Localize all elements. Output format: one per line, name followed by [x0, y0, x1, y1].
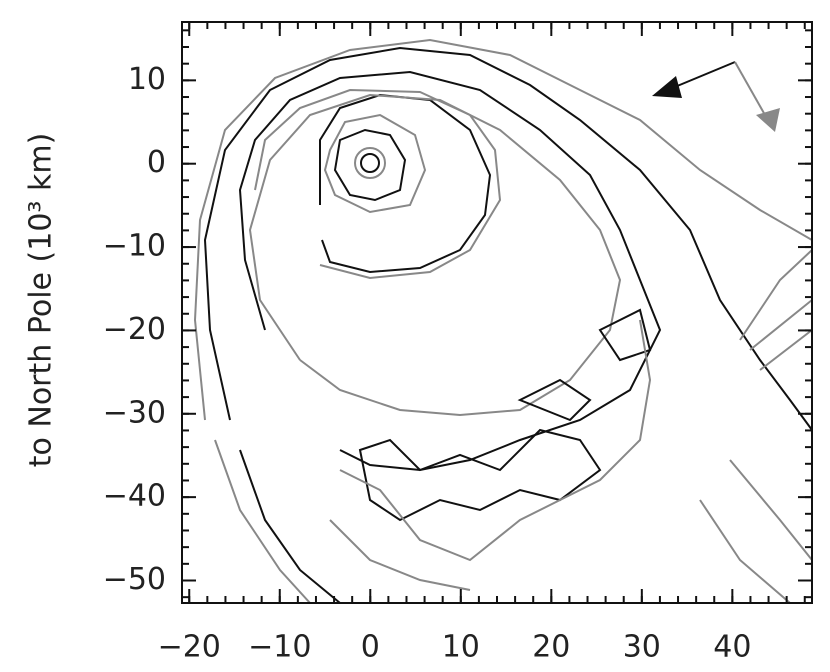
y-axis-label: to North Pole (10³ km)	[24, 133, 59, 468]
contours	[193, 38, 812, 603]
contour	[333, 128, 407, 202]
arrow-line	[734, 61, 766, 116]
arrow-head	[756, 108, 780, 132]
contour	[254, 88, 502, 280]
contour	[360, 153, 380, 173]
contour	[323, 113, 427, 214]
y-tick-label: −30	[103, 395, 166, 430]
x-tick-label: 20	[532, 630, 570, 665]
x-tick-label: 0	[361, 630, 380, 665]
contour	[193, 38, 812, 421]
contour	[329, 319, 652, 591]
y-tick-label: −50	[103, 562, 166, 597]
y-tick-label: −10	[103, 229, 166, 264]
x-tick-label: 10	[442, 630, 480, 665]
arrow-line	[669, 61, 736, 90]
contour	[319, 93, 492, 274]
contour	[203, 46, 812, 431]
x-tick-label: −10	[248, 630, 311, 665]
arrow-head	[652, 76, 682, 98]
contour	[358, 308, 652, 522]
x-tick-label: 40	[713, 630, 751, 665]
contour	[214, 249, 812, 603]
direction-arrows	[652, 61, 780, 132]
y-tick-label: 0	[147, 145, 166, 180]
x-tick-label: −20	[158, 630, 221, 665]
contour	[248, 93, 622, 417]
y-tick-label: −20	[103, 312, 166, 347]
y-tick-label: −40	[103, 479, 166, 514]
contour	[238, 70, 662, 472]
plot-frame	[181, 21, 813, 604]
y-tick-label: 10	[128, 62, 166, 97]
contour	[239, 449, 341, 603]
x-tick-label: 30	[623, 630, 661, 665]
contour	[354, 147, 386, 179]
